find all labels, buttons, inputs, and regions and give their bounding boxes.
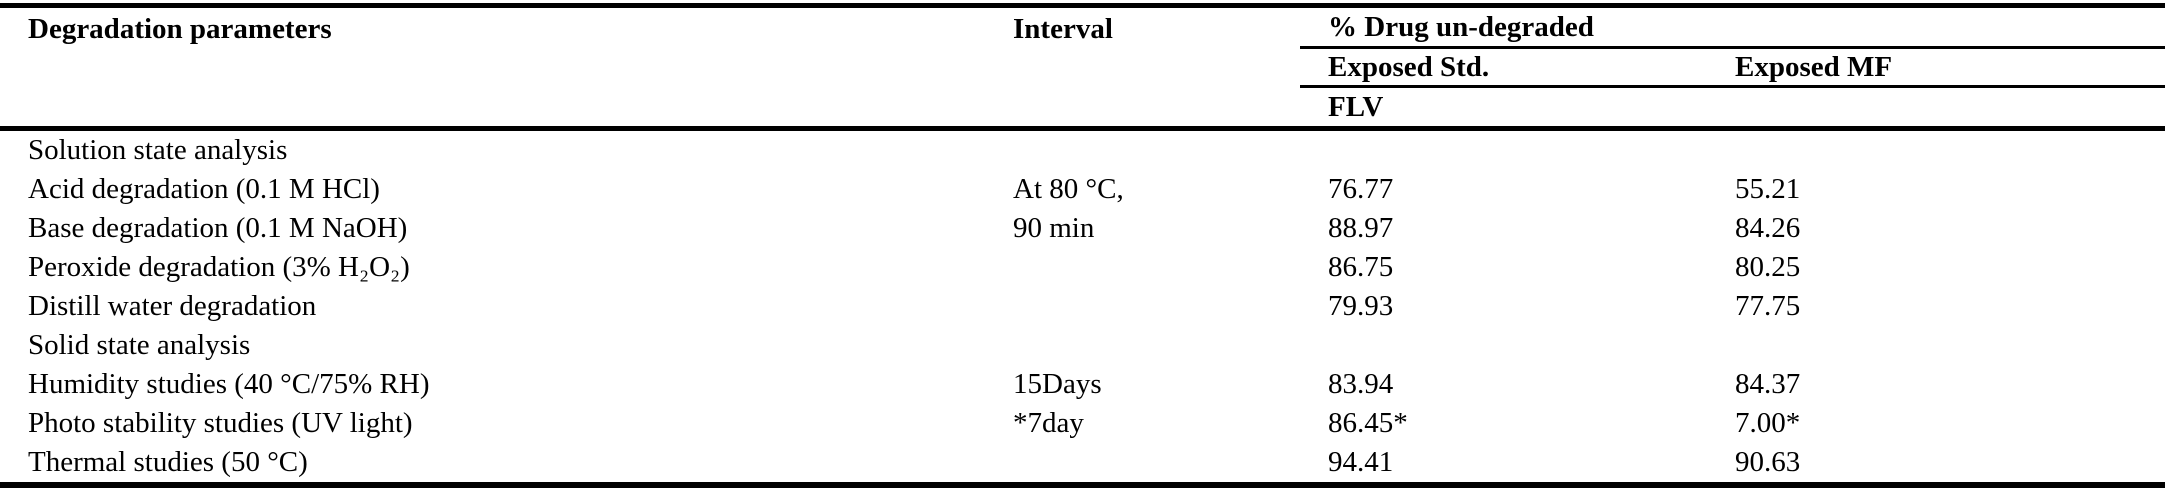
exposed-std-cell: 88.97 [1328,212,1394,244]
interval-cell: At 80 °C, [1013,173,1124,205]
param-cell: Peroxide degradation (3% H₂O₂) [28,251,410,283]
table-row: Thermal studies (50 °C) 94.41 90.63 [0,443,2165,485]
exposed-std-subheader: Exposed Std. [1300,47,1705,88]
interval-cell [988,326,1300,365]
interval-cell [988,443,1300,485]
table-row: Peroxide degradation (3% H₂O₂) 86.75 80.… [0,248,2165,287]
table-row: Photo stability studies (UV light) *7day… [0,404,2165,443]
exposed-std-cell [1300,326,1705,365]
empty-header-cell [1705,86,2165,131]
param-cell: Acid degradation (0.1 M HCl) [28,173,380,205]
interval-cell [988,287,1300,326]
exposed-mf-cell: 7.00* [1735,407,1801,439]
exposed-mf-cell [1705,326,2165,365]
table-row: Solid state analysis [0,326,2165,365]
param-cell: Humidity studies (40 °C/75% RH) [28,368,430,400]
table-row: Solution state analysis [0,129,2165,171]
degradation-table: Degradation parameters Interval % Drug u… [0,3,2165,488]
exposed-std-cell: 76.77 [1328,173,1394,205]
exposed-mf-subheader: Exposed MF [1705,47,2165,88]
exposed-mf-cell: 77.75 [1735,290,1801,322]
exposed-std-cell [1300,129,1705,171]
interval-cell [988,248,1300,287]
table-row: Distill water degradation 79.93 77.75 [0,287,2165,326]
exposed-std-cell: 83.94 [1328,368,1394,400]
exposed-mf-cell: 84.37 [1735,368,1801,400]
exposed-std-cell: 79.93 [1328,290,1394,322]
param-cell: Thermal studies (50 °C) [28,446,308,478]
interval-cell: 15Days [1013,368,1102,400]
table-row: Humidity studies (40 °C/75% RH) 15Days 8… [0,365,2165,404]
table-row: Base degradation (0.1 M NaOH) 90 min 88.… [0,209,2165,248]
exposed-mf-cell: 90.63 [1735,446,1801,478]
header-row-group: Degradation parameters Interval % Drug u… [0,5,2165,131]
exposed-std-cell: 86.75 [1328,251,1394,283]
table-body: Solution state analysis Acid degradation… [0,129,2165,486]
param-cell: Photo stability studies (UV light) [28,407,413,439]
table-row: Acid degradation (0.1 M HCl) At 80 °C, 7… [0,170,2165,209]
exposed-std-cell: 86.45* [1328,407,1408,439]
exposed-mf-cell: 55.21 [1735,173,1801,205]
interval-cell: *7day [1013,407,1084,439]
drug-undegraded-group-header: % Drug un-degraded [1300,5,2165,49]
interval-cell [988,129,1300,171]
flv-label: FLV [1300,86,1705,131]
exposed-mf-cell: 84.26 [1735,212,1801,244]
table-header: Degradation parameters Interval % Drug u… [0,5,2165,131]
exposed-mf-cell [1705,129,2165,171]
param-cell: Solid state analysis [28,329,251,361]
exposed-mf-cell: 80.25 [1735,251,1801,283]
exposed-std-cell: 94.41 [1328,446,1394,478]
param-column-header: Degradation parameters [0,5,988,131]
param-cell: Base degradation (0.1 M NaOH) [28,212,408,244]
header-row-drug-label: FLV [0,86,2165,131]
param-cell: Distill water degradation [28,290,317,322]
param-cell: Solution state analysis [28,134,288,166]
header-row-subcolumns: Exposed Std. Exposed MF [0,47,2165,88]
interval-column-header: Interval [988,5,1300,131]
interval-cell: 90 min [1013,212,1095,244]
